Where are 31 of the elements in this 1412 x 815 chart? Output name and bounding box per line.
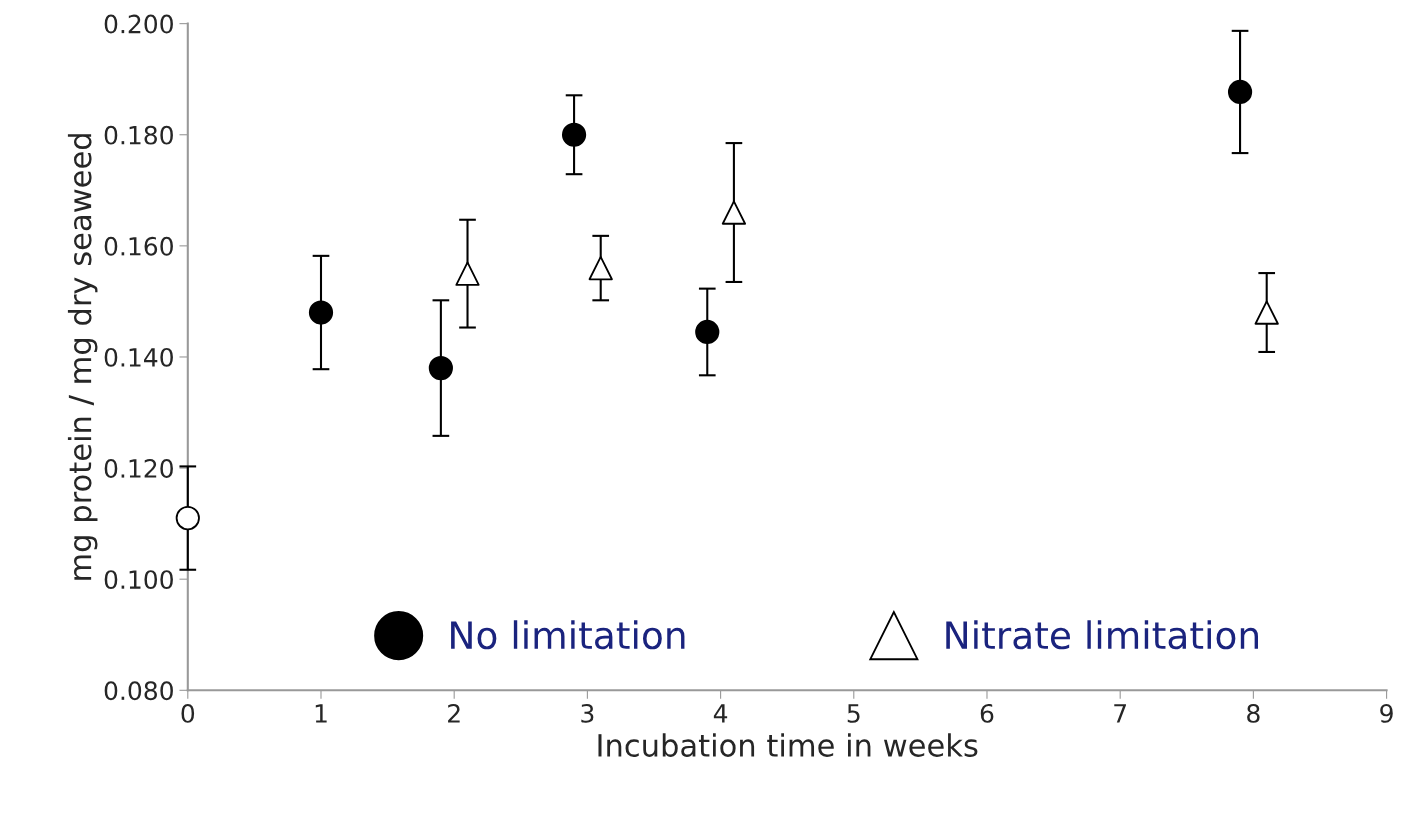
x-tick-label: 3 [581, 703, 594, 723]
x-tick-label: 6 [980, 703, 994, 723]
y-tick-label: 0.160 [104, 236, 173, 256]
y-tick-label: 0.140 [104, 347, 173, 367]
point [455, 261, 480, 286]
point [561, 122, 587, 147]
legend-label: No limitation [451, 620, 685, 650]
x-tick-label: 4 [713, 704, 728, 723]
point [308, 300, 334, 325]
x-tick-label: 0 [181, 703, 195, 723]
point [695, 319, 720, 345]
point [721, 200, 747, 225]
y-tick-label: 0.200 [104, 14, 173, 34]
point [428, 355, 453, 381]
x-tick-label: 1 [315, 704, 327, 723]
x-tick-label: 8 [1247, 703, 1260, 723]
x-tick-label: 9 [1380, 703, 1393, 723]
point [1254, 300, 1279, 325]
y-tick-label: 0.180 [104, 125, 173, 145]
point [175, 505, 200, 531]
y-axis-title: mg protein / mg dry seaweed [67, 134, 98, 580]
y-tick-label: 0.120 [104, 459, 173, 478]
legend-label: Nitrate limitation [946, 620, 1258, 650]
x-tick-label: 5 [847, 704, 860, 723]
point [588, 255, 613, 281]
y-tick-label: 0.080 [104, 681, 173, 701]
x-axis-title: Incubation time in weeks [598, 733, 978, 757]
y-tick-label: 0.100 [104, 570, 173, 590]
x-tick-label: 2 [448, 703, 460, 723]
x-tick-label: 7 [1114, 704, 1126, 723]
point [1227, 79, 1253, 105]
